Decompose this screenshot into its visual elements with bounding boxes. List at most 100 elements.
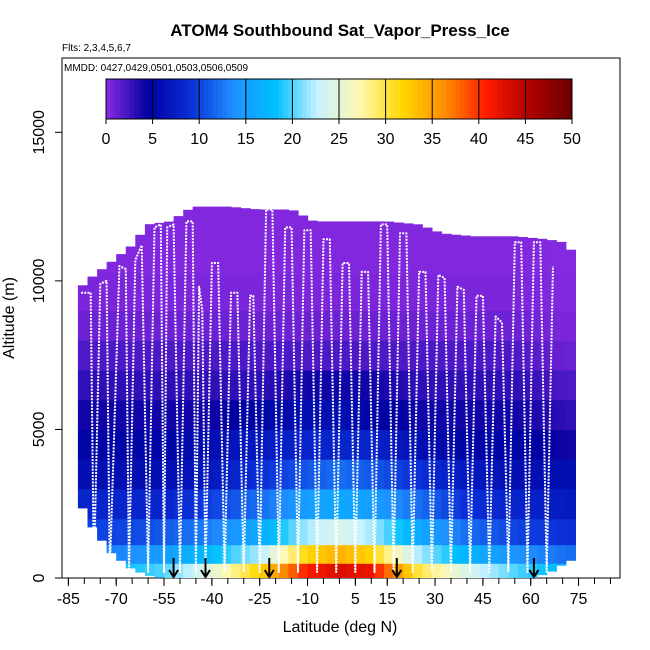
colorbar-cell bbox=[362, 79, 368, 119]
x-axis: -85 -70 -55 -40 -25 -10 5 15 30 45 60 75 bbox=[57, 578, 611, 608]
heat-cell bbox=[537, 518, 548, 546]
heat-cell bbox=[431, 544, 443, 564]
heat-cell bbox=[211, 206, 223, 275]
heat-cell bbox=[498, 563, 509, 578]
colorbar-cell bbox=[464, 79, 470, 119]
heat-cell bbox=[135, 544, 146, 564]
heat-cell bbox=[211, 518, 223, 546]
heat-cell bbox=[298, 370, 309, 401]
heat-cell bbox=[460, 310, 471, 341]
heat-cell bbox=[336, 563, 347, 578]
heat-cell bbox=[77, 285, 89, 312]
heat-cell bbox=[240, 399, 251, 430]
heat-cell bbox=[211, 340, 223, 371]
heat-cell bbox=[364, 488, 376, 520]
heat-cell bbox=[77, 459, 89, 490]
heat-cell bbox=[106, 273, 117, 312]
heat-cell bbox=[97, 340, 108, 371]
heat-cell bbox=[144, 340, 156, 371]
heat-cell bbox=[384, 340, 395, 371]
heat-cell bbox=[202, 544, 213, 564]
heat-cell bbox=[441, 399, 452, 430]
heat-cell bbox=[317, 340, 328, 371]
heat-cell bbox=[87, 340, 98, 371]
heat-cell bbox=[546, 459, 557, 490]
heat-cell bbox=[164, 273, 175, 312]
heat-cell bbox=[556, 518, 567, 546]
heat-cell bbox=[259, 429, 270, 460]
heat-cell bbox=[192, 563, 203, 578]
heat-cell bbox=[259, 488, 270, 520]
heat-cell bbox=[403, 488, 414, 520]
colorbar-cell bbox=[553, 79, 559, 119]
heat-cell bbox=[384, 273, 395, 312]
heat-cell bbox=[240, 544, 251, 564]
heat-cell bbox=[355, 544, 366, 564]
heat-cell bbox=[192, 459, 203, 490]
heat-cell bbox=[183, 544, 194, 564]
heat-cell bbox=[498, 544, 509, 564]
heat-cell bbox=[451, 518, 462, 546]
heat-cell bbox=[317, 518, 328, 546]
heat-cell bbox=[460, 488, 471, 520]
heat-cell bbox=[106, 370, 117, 401]
heat-cell bbox=[527, 459, 538, 490]
heat-cell bbox=[298, 544, 309, 564]
heat-cell bbox=[489, 488, 500, 520]
heat-cell bbox=[192, 518, 203, 546]
colorbar-cell bbox=[259, 79, 265, 119]
heat-cell bbox=[240, 340, 251, 371]
heat-cell bbox=[125, 273, 136, 312]
heat-cell bbox=[537, 459, 548, 490]
heat-cell bbox=[288, 429, 299, 460]
heat-cell bbox=[451, 563, 462, 578]
heat-cell bbox=[479, 370, 490, 401]
heat-cell bbox=[374, 429, 385, 460]
colorbar-cell bbox=[199, 79, 205, 119]
heat-cell bbox=[460, 544, 471, 564]
heat-cell bbox=[393, 370, 404, 401]
heat-cell bbox=[489, 459, 500, 490]
heat-cell bbox=[317, 370, 328, 401]
heat-cell bbox=[288, 399, 299, 430]
heat-cell bbox=[479, 518, 490, 546]
heat-cell bbox=[336, 429, 347, 460]
y-tick-label: 10000 bbox=[31, 259, 48, 304]
heat-cell bbox=[336, 459, 347, 490]
heat-cell bbox=[135, 488, 146, 520]
heat-cell bbox=[508, 399, 519, 430]
heat-cell bbox=[173, 340, 184, 371]
heat-cell bbox=[345, 544, 356, 564]
heat-cell bbox=[546, 563, 557, 572]
heat-cell bbox=[298, 340, 309, 371]
heat-cell bbox=[451, 273, 462, 312]
heat-cell bbox=[231, 459, 242, 490]
heat-cell bbox=[221, 563, 232, 578]
heat-cell bbox=[451, 310, 462, 341]
heat-cell bbox=[231, 370, 242, 401]
heat-cell bbox=[441, 563, 452, 578]
heat-cell bbox=[240, 208, 251, 274]
heat-cell bbox=[527, 563, 538, 578]
colorbar-cell bbox=[171, 79, 177, 119]
heat-cell bbox=[451, 459, 462, 490]
heat-cell bbox=[441, 518, 452, 546]
heat-cell bbox=[431, 231, 443, 274]
heat-cell bbox=[97, 518, 108, 541]
heat-cell bbox=[498, 399, 509, 430]
heat-cell bbox=[412, 370, 423, 401]
heat-cell bbox=[508, 518, 519, 546]
heat-cell bbox=[431, 399, 443, 430]
colorbar-cell bbox=[418, 79, 424, 119]
heat-cell bbox=[565, 459, 576, 490]
heat-cell bbox=[183, 209, 194, 275]
heat-cell bbox=[489, 563, 500, 578]
colorbar-cell bbox=[436, 79, 443, 119]
heat-cell bbox=[537, 563, 548, 576]
heat-cell bbox=[211, 563, 223, 578]
colorbar-cell bbox=[231, 79, 237, 119]
heat-cell bbox=[460, 429, 471, 460]
heat-cell bbox=[355, 399, 366, 430]
heat-cell bbox=[518, 370, 529, 401]
heat-cell bbox=[307, 220, 318, 274]
